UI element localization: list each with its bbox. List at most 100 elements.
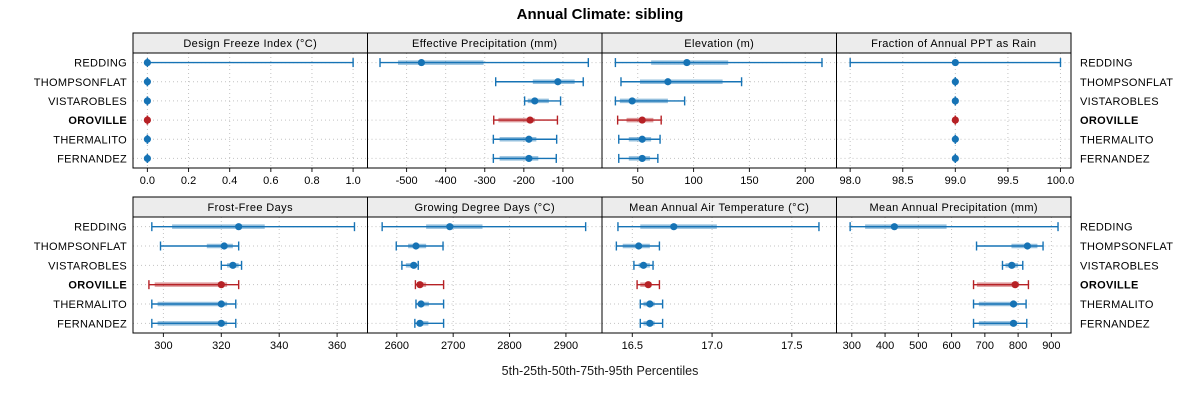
panel-border — [836, 52, 1072, 169]
percentile-whisker-oroville — [148, 280, 240, 290]
panel-border — [836, 216, 1072, 334]
axis-tick-label: -200 — [513, 175, 535, 187]
panel-mean-annual-air-temperature-c: Mean Annual Air Temperature (°C) 16.5 17.0… — [601, 196, 837, 352]
panel-title: Effective Precipitation (mm) — [412, 38, 557, 50]
percentile-whisker-oroville — [636, 280, 661, 290]
x-axis-label: 5th-25th-50th-75th-95th Percentiles — [501, 364, 699, 378]
median-dot — [410, 261, 418, 269]
panel-elevation-m: Elevation (m) 50 100 150 200 — [601, 32, 837, 187]
percentile-whisker-vistarobles — [951, 96, 959, 106]
percentile-whisker-thermalito — [639, 299, 664, 309]
percentile-whisker-thompsonflat — [395, 241, 444, 251]
median-dot — [638, 116, 646, 124]
percentile-whisker-oroville — [616, 115, 662, 125]
percentile-whisker-thompsonflat — [975, 241, 1044, 251]
panel-growing-degree-days-c: Growing Degree Days (°C) 2600 2700 2800 2900 — [367, 196, 603, 352]
station-label-right-oroville: OROVILLE — [1080, 280, 1139, 292]
panel-title: Design Freeze Index (°C) — [183, 38, 317, 50]
panel-title: Mean Annual Air Temperature (°C) — [629, 202, 809, 214]
percentile-whisker-thermalito — [972, 299, 1027, 309]
panel-fraction-of-annual-ppt-as-rain: Fraction of Annual PPT as Rain 98.0 98.5 99… — [836, 32, 1075, 187]
axis-tick-label: 600 — [942, 340, 960, 352]
axis-tick-label: 2800 — [497, 340, 521, 352]
percentile-whisker-thompsonflat — [143, 77, 151, 87]
axis-tick-label: 0.8 — [304, 175, 319, 187]
median-dot — [217, 300, 225, 308]
median-dot — [412, 242, 420, 250]
station-label-right-fernandez: FERNANDEZ — [1080, 153, 1150, 165]
axis-tick-label: 2900 — [554, 340, 578, 352]
median-dot — [217, 319, 225, 327]
percentile-whisker-redding — [617, 222, 820, 232]
median-dot — [143, 154, 151, 163]
station-label-left-fernandez: FERNANDEZ — [57, 153, 127, 165]
percentile-whisker-fernandez — [972, 318, 1028, 328]
percentile-whisker-thermalito — [151, 299, 237, 309]
percentile-whisker-oroville — [143, 115, 151, 125]
station-label-left-thermalito: THERMALITO — [53, 134, 127, 146]
station-label-left-redding: REDDING — [74, 222, 127, 234]
median-dot — [416, 281, 424, 289]
median-dot — [143, 78, 151, 86]
percentile-whisker-redding — [849, 58, 1062, 68]
percentile-whisker-thompsonflat — [620, 77, 743, 87]
axis-tick-label: -100 — [552, 175, 574, 187]
axis-tick-label: 900 — [1042, 340, 1060, 352]
percentile-whisker-fernandez — [414, 318, 445, 328]
panel-frost-free-days: Frost-Free Days 300 320 340 360 — [132, 196, 368, 352]
station-label-right-fernandez: FERNANDEZ — [1080, 318, 1150, 330]
panel-border — [132, 52, 368, 169]
axis-tick-label: -300 — [474, 175, 496, 187]
axis-tick-label: 700 — [976, 340, 994, 352]
station-label-left-oroville: OROVILLE — [68, 280, 127, 292]
axis-tick-label: 100.0 — [1047, 175, 1075, 187]
axis-tick-label: 100 — [684, 175, 702, 187]
station-label-left-oroville: OROVILLE — [68, 115, 127, 127]
panel-title: Frost-Free Days — [208, 202, 294, 214]
axis-tick-label: 340 — [270, 340, 288, 352]
percentile-whisker-vistarobles — [1001, 260, 1024, 270]
axis-tick-label: 98.5 — [892, 175, 913, 187]
percentile-whisker-thompsonflat — [159, 241, 240, 251]
panel-border — [367, 52, 603, 169]
axis-tick-label: 1.0 — [345, 175, 360, 187]
median-dot — [220, 242, 228, 250]
median-dot — [526, 116, 534, 124]
axis-tick-label: 17.5 — [781, 340, 802, 352]
median-dot — [143, 135, 151, 143]
axis-tick-label: 99.5 — [997, 175, 1018, 187]
percentile-whisker-vistarobles — [523, 96, 562, 106]
station-label-left-thermalito: THERMALITO — [53, 299, 127, 311]
axis-tick-label: 50 — [632, 175, 644, 187]
percentile-whisker-fernandez — [151, 318, 237, 328]
axis-tick-label: 17.0 — [701, 340, 722, 352]
axis-tick-label: 0.4 — [222, 175, 237, 187]
panel-design-freeze-index-c: Design Freeze Index (°C) 0.0 0.2 0.4 0.6 0.8 1… — [132, 32, 368, 187]
station-label-right-redding: REDDING — [1080, 58, 1133, 70]
median-dot — [1009, 300, 1018, 308]
station-label-left-thompsonflat: THOMPSONFLAT — [34, 77, 127, 89]
median-dot — [1023, 242, 1032, 250]
axis-tick-label: -400 — [435, 175, 457, 187]
median-dot — [951, 116, 959, 124]
percentile-whisker-thermalito — [951, 134, 959, 144]
median-dot — [638, 135, 646, 143]
axis-tick-label: 800 — [1009, 340, 1027, 352]
percentile-whisker-thompsonflat — [615, 241, 661, 251]
percentile-whisker-fernandez — [492, 153, 557, 163]
station-label-right-vistarobles: VISTAROBLES — [1080, 260, 1159, 272]
axis-tick-label: 16.5 — [622, 340, 643, 352]
median-dot — [628, 97, 636, 105]
percentile-whisker-thermalito — [492, 134, 558, 144]
median-dot — [554, 78, 562, 86]
percentile-whisker-vistarobles — [614, 96, 686, 106]
percentile-whisker-redding — [849, 222, 1059, 232]
percentile-whisker-redding — [614, 58, 823, 68]
percentile-whisker-oroville — [493, 115, 559, 125]
median-dot — [951, 58, 959, 67]
station-label-left-thompsonflat: THOMPSONFLAT — [34, 241, 127, 253]
median-dot — [683, 58, 691, 67]
median-dot — [670, 223, 678, 231]
axis-tick-label: 200 — [796, 175, 814, 187]
